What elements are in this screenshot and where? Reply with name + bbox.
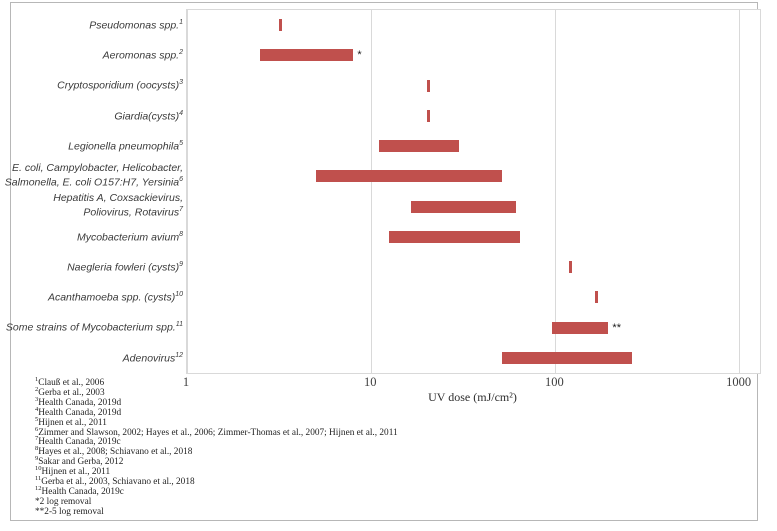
- category-superscript: 10: [175, 291, 183, 299]
- footnote-line: 8Hayes et al., 2008; Schiavano et al., 2…: [35, 445, 193, 458]
- category-superscript: 7: [179, 206, 183, 214]
- footnote-line: 1Clauß et al., 2006: [35, 375, 105, 388]
- footnote-line: 10Hijnen et al., 2011: [35, 465, 111, 478]
- category-superscript: 1: [179, 18, 183, 26]
- category-label: Some strains of Mycobacterium spp.11: [5, 321, 183, 334]
- category-label: Aeromonas spp.2: [102, 49, 183, 62]
- category-label: Acanthamoeba spp. (cysts)10: [47, 291, 183, 304]
- log-removal-note: **2-5 log removal: [35, 506, 104, 517]
- category-label: Adenovirus12: [122, 351, 183, 365]
- range-bar: [427, 79, 431, 92]
- range-bar: [569, 261, 573, 274]
- category-superscript: 8: [179, 230, 183, 238]
- footnote-line: 3Health Canada, 2019d: [35, 395, 122, 408]
- gridline-100: [554, 10, 556, 373]
- footnote-line: 11Gerba et al., 2003, Schiavano et al., …: [35, 474, 195, 488]
- plot-area: * **: [186, 9, 761, 374]
- log-removal-note: *2 log removal: [35, 496, 92, 507]
- category-label: Cryptosporidium (oocysts)3: [57, 79, 183, 92]
- category-label: Hepatitis A, Coxsackievirus, Poliovirus, …: [53, 192, 183, 219]
- category-label: Naegleria fowleri (cysts)9: [67, 260, 183, 274]
- footnote-line: 6Zimmer and Slawson, 2002; Hayes et al.,…: [35, 425, 398, 438]
- category-superscript: 5: [179, 139, 183, 147]
- x-tick-label: 1: [182, 375, 190, 389]
- category-superscript: 9: [179, 260, 183, 268]
- category-superscript: 3: [179, 79, 183, 87]
- x-tick-label: 10: [363, 375, 377, 389]
- range-bar: [378, 140, 460, 153]
- range-bar: [411, 200, 516, 213]
- range-bar: [260, 49, 354, 62]
- category-label-column: Pseudomonas spp.1 Aeromonas spp.2 Cryptosp…: [4, 9, 183, 372]
- category-superscript: 4: [179, 109, 183, 117]
- range-bar: [278, 19, 282, 32]
- category-superscript: 2: [179, 49, 183, 57]
- footnote-line: 7Health Canada, 2019c: [35, 435, 121, 448]
- range-bar: [427, 109, 431, 122]
- range-bar: [501, 351, 633, 364]
- category-label: Pseudomonas spp.1: [89, 18, 183, 32]
- category-label: Legionella pneumophila5: [68, 139, 183, 153]
- bar-annotation: **: [612, 321, 621, 334]
- footnote-line: 5Hijnen et al., 2011: [35, 415, 107, 428]
- range-bar: [594, 291, 598, 304]
- footnote-line: 4Health Canada, 2019d: [35, 405, 122, 418]
- category-superscript: 6: [179, 176, 183, 184]
- x-axis-tick-row: 1 10 100 1000: [11, 375, 759, 389]
- gridline-1: [186, 10, 188, 373]
- x-axis-title: UV dose (mJ/cm²): [428, 390, 517, 404]
- footnote-line: 12Health Canada, 2019c: [35, 484, 124, 497]
- category-label: Giardia(cysts)4: [114, 109, 183, 123]
- chart-frame: Pseudomonas spp.1 Aeromonas spp.2 Cryptosp…: [4, 2, 761, 521]
- x-tick-label: 100: [545, 375, 564, 389]
- range-bar: [552, 321, 609, 334]
- gridline-1000: [739, 10, 741, 373]
- category-label: Mycobacterium avium8: [76, 230, 183, 244]
- range-bar: [389, 230, 520, 243]
- category-superscript: 11: [175, 321, 183, 329]
- x-tick-label: 1000: [726, 375, 752, 389]
- range-bar: [315, 170, 502, 183]
- gridline-10: [370, 10, 372, 373]
- footnotes-block: 1Clauß et al., 2006 2Gerba et al., 2003 3H…: [35, 375, 398, 518]
- category-label: E. coli, Campylobacter, Helicobacter, Sal…: [4, 162, 183, 189]
- footnote-line: 2Gerba et al., 2003: [35, 385, 105, 398]
- category-superscript: 12: [175, 351, 183, 359]
- footnote-line: 9Sakar and Gerba, 2012: [35, 455, 124, 468]
- bar-annotation: *: [357, 49, 362, 62]
